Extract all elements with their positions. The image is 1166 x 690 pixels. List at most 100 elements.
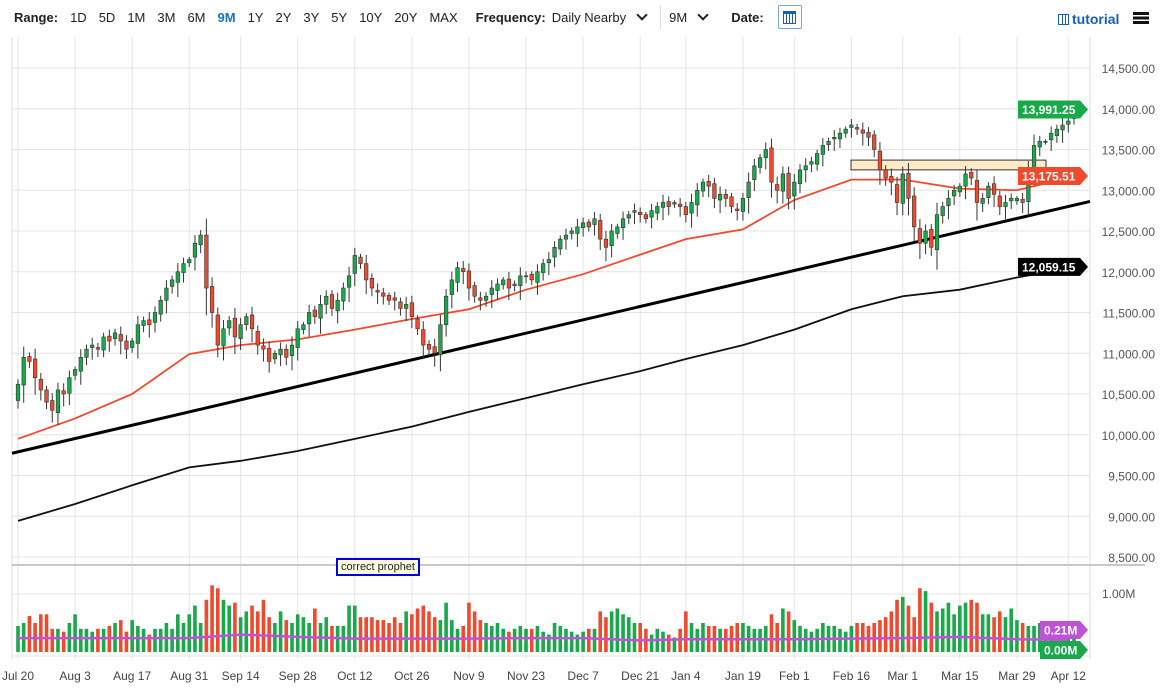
candle-up: [449, 279, 454, 295]
candle-down: [44, 389, 49, 403]
candle-up: [815, 153, 820, 165]
candle-down: [147, 319, 152, 326]
candle-up: [90, 344, 95, 348]
range-1y[interactable]: 1Y: [247, 9, 264, 25]
volume-bar: [1015, 620, 1019, 652]
range-20y[interactable]: 20Y: [394, 9, 418, 25]
candle-up: [717, 194, 723, 201]
candle-up: [495, 283, 500, 291]
frequency-dropdown[interactable]: Daily Nearby: [552, 9, 656, 25]
volume-bar: [626, 617, 631, 652]
range-10y[interactable]: 10Y: [359, 9, 383, 25]
hamburger-menu-icon[interactable]: [1133, 12, 1149, 24]
candle-up: [15, 383, 21, 401]
candle-down: [38, 379, 43, 391]
candle-up: [809, 161, 814, 165]
candle-up: [301, 324, 306, 330]
volume-bar: [39, 614, 43, 652]
volume-bar: [478, 620, 483, 652]
candle-up: [655, 206, 660, 214]
candle-up: [740, 198, 746, 212]
volume-bar: [1009, 608, 1014, 652]
volume-bar: [569, 631, 574, 652]
volume-bar: [980, 614, 985, 652]
range-1m[interactable]: 1M: [127, 9, 146, 25]
range-1d[interactable]: 1D: [70, 9, 87, 25]
price-tick-label: 12,000.00: [1102, 266, 1156, 280]
candle-down: [381, 292, 386, 297]
range-5y[interactable]: 5Y: [331, 9, 348, 25]
range-3y[interactable]: 3Y: [303, 9, 320, 25]
volume-bar: [889, 611, 894, 652]
volume-bar: [775, 623, 779, 652]
x-tick-label: Aug 3: [59, 669, 91, 683]
candle-up: [1043, 141, 1048, 143]
candle-up: [581, 222, 586, 229]
calendar-button[interactable]: [777, 5, 802, 29]
candle-up: [763, 149, 768, 158]
candle-up: [341, 287, 346, 302]
candle-down: [912, 195, 917, 228]
volume-bar: [375, 620, 380, 652]
volume-bar: [838, 628, 842, 652]
candle-up: [141, 320, 146, 326]
range-9m[interactable]: 9M: [217, 9, 236, 25]
volume-bar: [821, 623, 825, 652]
volume-bar: [975, 602, 979, 652]
volume-bar: [141, 628, 146, 652]
volume-bar: [895, 599, 899, 652]
volume-bar: [1003, 617, 1008, 652]
ma-slow-tag-bg: [1018, 257, 1088, 276]
volume-bar: [381, 620, 386, 652]
candle-down: [889, 176, 894, 183]
candle-up: [198, 234, 203, 246]
candle-up: [295, 328, 300, 348]
candle-down: [877, 150, 883, 171]
range-max[interactable]: MAX: [429, 9, 458, 25]
volume-bar: [467, 602, 471, 652]
price-tick-label: 13,500.00: [1102, 144, 1156, 158]
candle-up: [546, 259, 551, 264]
volume-bar: [278, 611, 283, 652]
candle-up: [455, 267, 460, 283]
range-5d[interactable]: 5D: [98, 9, 116, 25]
candle-down: [426, 343, 432, 350]
volume-bar: [427, 611, 431, 652]
price-chart[interactable]: Jul 20 Aug 3 Aug 17 Aug 31 Sep 14 Sep 28 Oct 1…: [0, 34, 1166, 690]
volume-bar: [170, 628, 174, 652]
candle-down: [598, 220, 603, 240]
candle-down: [421, 329, 426, 346]
period-dropdown[interactable]: 9M: [669, 9, 717, 25]
x-tick-label: Feb 1: [779, 669, 810, 683]
volume-bar: [193, 605, 197, 652]
range-2y[interactable]: 2Y: [275, 9, 292, 25]
volume-bar: [221, 599, 226, 652]
volume-bar: [352, 605, 357, 652]
candle-up: [752, 165, 757, 180]
volume-bar: [986, 614, 991, 652]
x-tick-label: Mar 1: [887, 669, 918, 683]
volume-bar: [564, 628, 568, 652]
candle-down: [769, 147, 774, 183]
range-label: Range:: [14, 9, 59, 25]
volume-bar: [741, 623, 745, 652]
candle-down: [312, 309, 317, 317]
range-3m[interactable]: 3M: [157, 9, 176, 25]
range-6m[interactable]: 6M: [187, 9, 206, 25]
candle-up: [512, 283, 517, 286]
volume-bar: [78, 628, 83, 652]
volume-bar: [781, 608, 785, 652]
candle-up: [946, 198, 951, 207]
volume-bar: [444, 602, 448, 652]
candle-up: [986, 185, 991, 198]
volume-bar: [210, 585, 214, 652]
x-tick-label: Sep 28: [279, 669, 317, 683]
price-tick-label: 12,500.00: [1102, 225, 1156, 239]
tutorial-link[interactable]: tutorial: [1058, 11, 1119, 27]
volume-bar: [997, 611, 1002, 652]
candle-up: [483, 295, 489, 301]
volume-bar: [963, 602, 968, 652]
candle-down: [997, 195, 1002, 207]
candle-down: [249, 314, 255, 330]
candle-down: [683, 206, 688, 216]
